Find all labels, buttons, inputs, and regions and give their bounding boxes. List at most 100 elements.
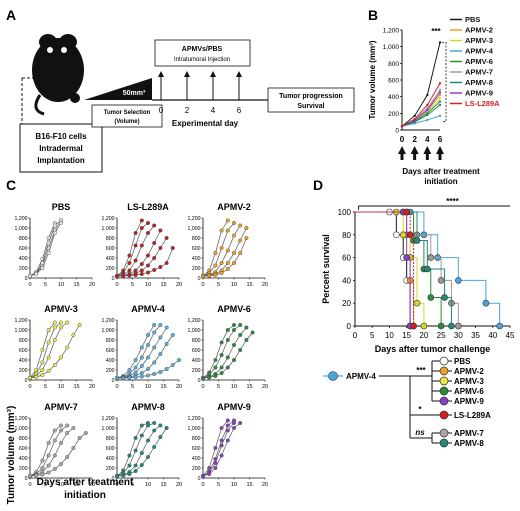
c-growth-point xyxy=(152,240,157,245)
b-point-pbs xyxy=(426,93,429,97)
c-growth-point xyxy=(244,225,249,230)
c-subplot-pbs: PBS 0 200 400 600 800 1,000 1,200 0 5 10 15 20 xyxy=(15,202,96,288)
d-survival-point-apmv-4 xyxy=(496,322,503,330)
c-xtick-label: 20 xyxy=(89,384,95,390)
c-growth-point xyxy=(200,274,205,279)
injection-arrowhead-1 xyxy=(184,71,190,77)
c-growth-point xyxy=(145,355,150,360)
c-growth-point xyxy=(158,323,163,328)
c-ytick-label: 1,200 xyxy=(102,216,115,222)
c-growth-point xyxy=(225,261,230,266)
c-growth-line xyxy=(29,432,87,477)
c-xtick-label: 10 xyxy=(145,482,151,488)
d-survival-point-apmv-3 xyxy=(413,299,421,307)
b-xtick-label: 0 xyxy=(400,135,405,144)
b-point-apmv-7 xyxy=(438,88,442,92)
c-growth-point xyxy=(114,376,119,381)
c-growth-point xyxy=(238,348,243,353)
c-growth-point xyxy=(231,220,236,225)
c-growth-point xyxy=(139,374,144,379)
c-xtick-label: 10 xyxy=(145,384,151,390)
c-growth-point xyxy=(145,373,150,378)
c-growth-point xyxy=(145,438,150,443)
c-growth-point xyxy=(219,353,224,358)
c-growth-line xyxy=(202,324,241,379)
c-growth-point xyxy=(77,436,82,441)
d-survival-curve-apmv-9 xyxy=(355,211,411,326)
injection-arrowhead-3 xyxy=(236,71,242,77)
c-xtick-label: 10 xyxy=(231,482,237,488)
survival-chart: 0 20 40 60 80 100 0 5 10 15 20 25 30 35 40 45 Percent su… xyxy=(321,197,515,354)
c-xtick-label: 15 xyxy=(160,384,166,390)
day-label-4: 4 xyxy=(211,106,216,115)
c-growth-point xyxy=(139,355,144,360)
c-xtick-label: 0 xyxy=(201,282,204,288)
tree-significance-label: ns xyxy=(415,428,425,437)
c-ytick-label: 1,200 xyxy=(102,318,115,324)
c-ytick-label: 0 xyxy=(112,276,115,282)
c-growth-point xyxy=(59,355,64,360)
b-ytick-label: 0 xyxy=(395,128,399,135)
c-subplot-title: PBS xyxy=(52,202,71,212)
d-survival-point-apmv-3 xyxy=(399,231,407,239)
c-xtick-label: 20 xyxy=(176,282,182,288)
c-growth-point xyxy=(238,238,243,243)
tree-leaf-label-apmv-3: APMV-3 xyxy=(454,377,484,386)
b-treatment-arrow xyxy=(398,146,406,160)
c-growth-point xyxy=(225,218,230,223)
c-growth-point xyxy=(225,355,230,360)
c-ytick-label: 800 xyxy=(192,436,201,442)
c-growth-point xyxy=(225,338,230,343)
c-growth-point xyxy=(213,374,218,379)
c-growth-point xyxy=(139,345,144,350)
c-growth-point xyxy=(139,364,144,369)
c-growth-point xyxy=(213,263,218,268)
d-survival-point-ls-l289a xyxy=(406,231,414,239)
c-growth-point xyxy=(139,433,144,438)
c-ytick-label: 0 xyxy=(25,276,28,282)
c-growth-point xyxy=(121,473,126,478)
c-xtick-label: 15 xyxy=(246,482,252,488)
b-xlabel-1: Days after treatment xyxy=(402,167,480,176)
c-ytick-label: 800 xyxy=(192,338,201,344)
c-ytick-label: 0 xyxy=(198,378,201,384)
c-growth-point xyxy=(238,421,243,426)
c-growth-point xyxy=(158,245,163,250)
c-ytick-label: 0 xyxy=(198,276,201,282)
c-ytick-label: 400 xyxy=(19,256,28,262)
tree-significance-label: *** xyxy=(416,366,426,375)
c-growth-point xyxy=(65,320,70,325)
panel-d: D 0 20 40 60 80 100 0 5 10 15 20 25 30 35 40 45 Percent … xyxy=(313,177,515,448)
c-growth-point xyxy=(231,358,236,363)
c-growth-line xyxy=(116,334,174,379)
c-ytick-label: 1,200 xyxy=(102,416,115,422)
c-ytick-label: 200 xyxy=(19,368,28,374)
b-xlabel-2: initiation xyxy=(424,177,457,186)
c-ytick-label: 0 xyxy=(112,378,115,384)
tree-leaf-label-apmv-9: APMV-9 xyxy=(454,397,484,406)
c-growth-point xyxy=(52,363,57,368)
c-growth-point xyxy=(59,320,64,325)
c-ytick-label: 600 xyxy=(19,446,28,452)
b-legend-label-apmv-6: APMV-6 xyxy=(465,57,493,66)
c-growth-point xyxy=(145,333,150,338)
tree-leaf-label-apmv-8: APMV-8 xyxy=(454,439,484,448)
d-xtick-label: 30 xyxy=(454,331,463,340)
b-point-apmv-8 xyxy=(438,100,442,103)
c-growth-point xyxy=(59,428,64,433)
c-growth-point xyxy=(52,467,57,472)
b-legend-label-pbs: PBS xyxy=(465,15,480,24)
c-growth-point xyxy=(34,272,39,277)
c-xtick-label: 15 xyxy=(160,482,166,488)
c-subplot-title: APMV-4 xyxy=(131,304,165,314)
b-point-ls-l289a xyxy=(400,125,404,128)
c-growth-point xyxy=(152,330,157,335)
c-ytick-label: 600 xyxy=(19,246,28,252)
c-growth-point xyxy=(71,426,76,431)
d-survival-point-apmv-6 xyxy=(437,322,445,330)
c-ytick-label: 1,000 xyxy=(188,226,201,232)
c-xtick-label: 15 xyxy=(73,384,79,390)
c-growth-point xyxy=(145,220,150,225)
